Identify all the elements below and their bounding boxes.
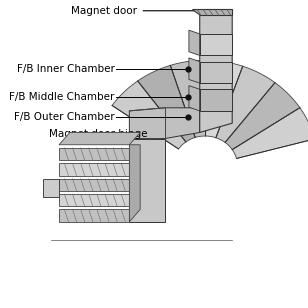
Polygon shape <box>216 66 275 142</box>
Polygon shape <box>129 108 200 139</box>
Polygon shape <box>59 194 129 206</box>
Text: Magnet door: Magnet door <box>71 6 212 16</box>
Polygon shape <box>129 139 164 222</box>
Polygon shape <box>59 179 129 191</box>
Text: F/B Inner Chamber: F/B Inner Chamber <box>17 64 115 74</box>
Polygon shape <box>232 108 308 159</box>
Polygon shape <box>200 15 232 132</box>
Polygon shape <box>225 83 300 150</box>
Text: F/B Outer Chamber: F/B Outer Chamber <box>14 112 115 122</box>
Polygon shape <box>205 60 243 138</box>
Polygon shape <box>138 65 195 142</box>
Text: F/B Middle Chamber: F/B Middle Chamber <box>9 92 115 102</box>
Polygon shape <box>59 132 140 145</box>
Polygon shape <box>59 148 129 160</box>
Polygon shape <box>192 9 232 15</box>
Polygon shape <box>112 81 186 149</box>
Text: Magnet door hinge: Magnet door hinge <box>49 129 148 139</box>
Polygon shape <box>189 58 200 83</box>
Polygon shape <box>189 30 200 55</box>
Polygon shape <box>129 145 140 222</box>
Polygon shape <box>43 179 59 197</box>
Polygon shape <box>59 163 129 176</box>
Polygon shape <box>200 89 232 111</box>
Polygon shape <box>59 209 129 222</box>
Polygon shape <box>200 34 232 55</box>
Polygon shape <box>189 86 200 111</box>
Polygon shape <box>200 62 232 83</box>
Polygon shape <box>170 60 207 137</box>
